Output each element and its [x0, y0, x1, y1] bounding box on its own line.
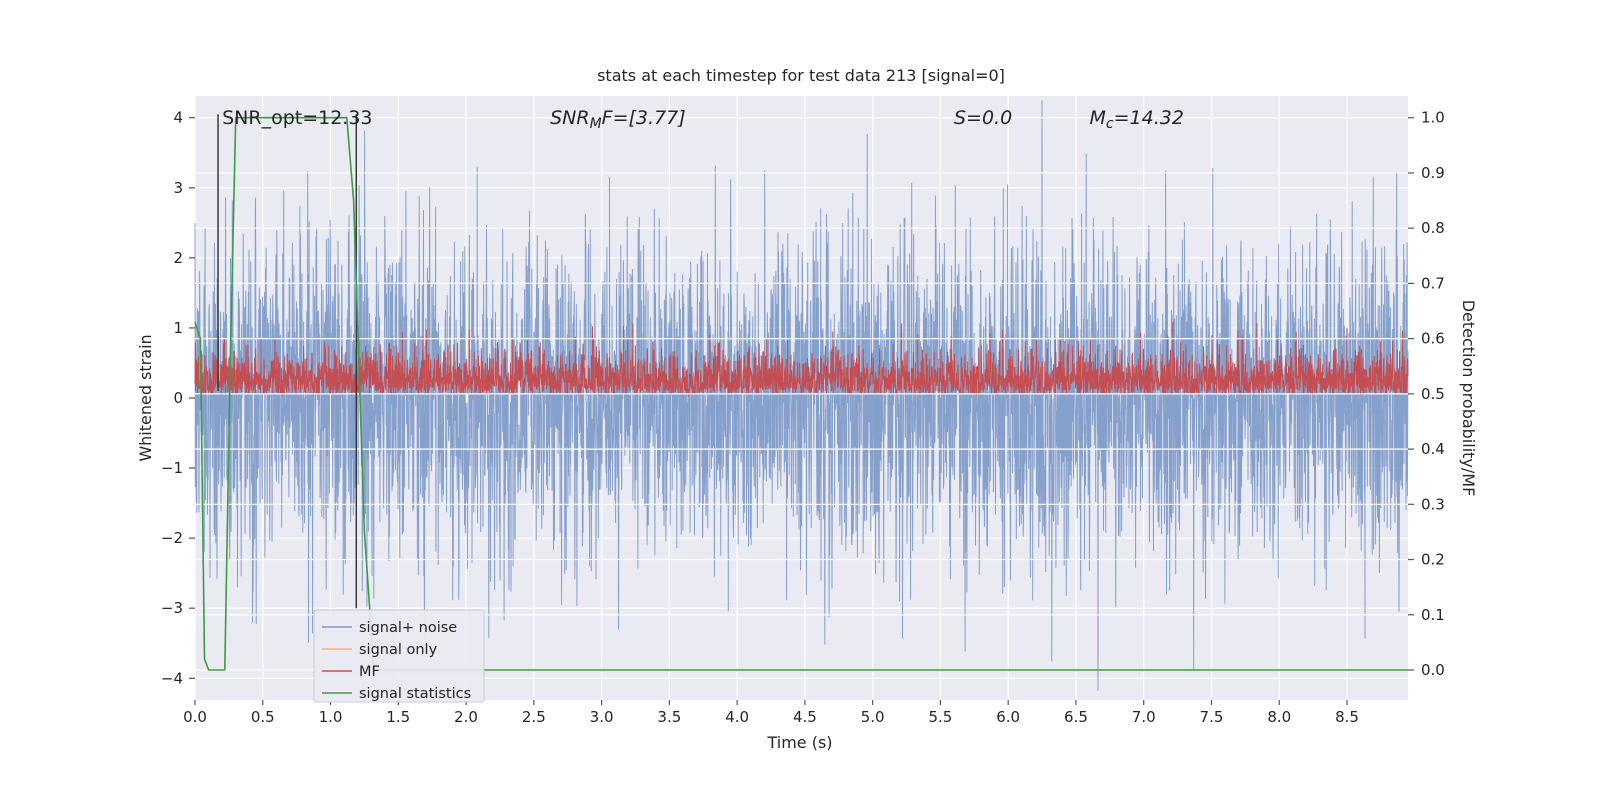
x-tick-label: 4.0: [725, 708, 749, 726]
signal-statistics-line: [194, 116, 1408, 671]
legend-entry-label: signal statistics: [359, 686, 471, 702]
y-tick-label-right: 0.0: [1421, 661, 1445, 679]
signal-plus-noise-line: [194, 100, 1409, 691]
legend-entry-label: MF: [359, 664, 380, 680]
y-tick-label-left: −4: [161, 669, 183, 687]
y-tick-label-right: 0.8: [1421, 219, 1445, 237]
axis-ticks: 0.0 0.5 1.0 1.5 2.0 2.5 3.0 3.5 4.0 4.5 5.0 5.5 6.0 6…: [161, 109, 1445, 726]
x-tick-label: 2.5: [522, 708, 546, 726]
x-tick-label: 8.0: [1267, 708, 1291, 726]
y-axis-label-right: Detection probability/MF: [1459, 300, 1478, 497]
y-tick-label-left: 4: [173, 109, 183, 127]
y-tick-label-right: 0.6: [1421, 330, 1445, 348]
x-tick-label: 6.0: [996, 708, 1020, 726]
y-tick-label-left: 2: [173, 249, 183, 267]
event-marker-lines: [217, 114, 358, 609]
y-axis-label-left: Whitened strain: [136, 334, 155, 461]
x-tick-label: 3.0: [590, 708, 614, 726]
annotation-mc-sub: c: [1106, 116, 1114, 132]
x-tick-label: 7.5: [1200, 708, 1224, 726]
annotation-snr-mf-sub: M: [590, 116, 602, 132]
x-tick-label: 0.0: [183, 708, 207, 726]
y-tick-label-left: −2: [161, 529, 183, 547]
x-tick-label: 5.5: [928, 708, 952, 726]
x-tick-label: 1.5: [386, 708, 410, 726]
x-axis-label: Time (s): [766, 733, 832, 752]
y-tick-label-left: 1: [173, 319, 183, 337]
legend-box: [313, 609, 485, 703]
legend-entry-label: signal+ noise: [359, 620, 457, 636]
x-tick-label: 8.5: [1335, 708, 1359, 726]
y-tick-label-right: 0.3: [1421, 495, 1445, 513]
data-series: [194, 100, 1409, 691]
annotation-mc: Mc=14.32: [1090, 107, 1184, 132]
x-tick-label: 7.0: [1132, 708, 1156, 726]
annotation-snr-mf-rest: F=[3.77]: [602, 107, 686, 129]
y-tick-label-left: 0: [173, 389, 183, 407]
y-tick-label-left: −1: [161, 459, 183, 477]
y-tick-label-right: 0.2: [1421, 551, 1445, 569]
y-tick-label-right: 0.1: [1421, 606, 1445, 624]
x-tick-label: 6.5: [1064, 708, 1088, 726]
annotation-mc-rest: =14.32: [1114, 107, 1184, 129]
x-tick-label: 0.5: [251, 708, 275, 726]
x-tick-label: 2.0: [454, 708, 478, 726]
legend-entry-label: signal only: [359, 642, 438, 658]
annotation-snr-opt: SNR_opt=12.33: [222, 107, 372, 129]
signal-statistics-line: [194, 116, 1408, 671]
y-tick-label-right: 1.0: [1421, 109, 1445, 127]
mf-line: [194, 321, 1409, 397]
x-tick-label: 3.5: [657, 708, 681, 726]
y-tick-label-right: 0.4: [1421, 440, 1445, 458]
annotation-snr-mf-base: SNR: [550, 107, 589, 129]
annotation-s-rest: =0.0: [966, 107, 1012, 129]
annotation-mc-base: M: [1090, 107, 1106, 129]
annotation-s-base: S: [954, 107, 966, 129]
y-tick-label-right: 0.7: [1421, 274, 1445, 292]
y-tick-label-right: 0.5: [1421, 385, 1445, 403]
y-tick-label-right: 0.9: [1421, 164, 1445, 182]
y-tick-label-left: −3: [161, 599, 183, 617]
y-tick-label-left: 3: [173, 179, 183, 197]
x-tick-label: 5.0: [861, 708, 885, 726]
x-tick-label: 1.0: [319, 708, 343, 726]
chart-title: stats at each timestep for test data 213…: [597, 66, 1005, 85]
x-tick-label: 4.5: [793, 708, 817, 726]
annotation-s: S=0.0: [954, 107, 1012, 129]
annotation-snr-mf: SNRMF=[3.77]: [550, 107, 686, 132]
legend: signal+ noise signal only MF signal statist…: [313, 609, 485, 703]
